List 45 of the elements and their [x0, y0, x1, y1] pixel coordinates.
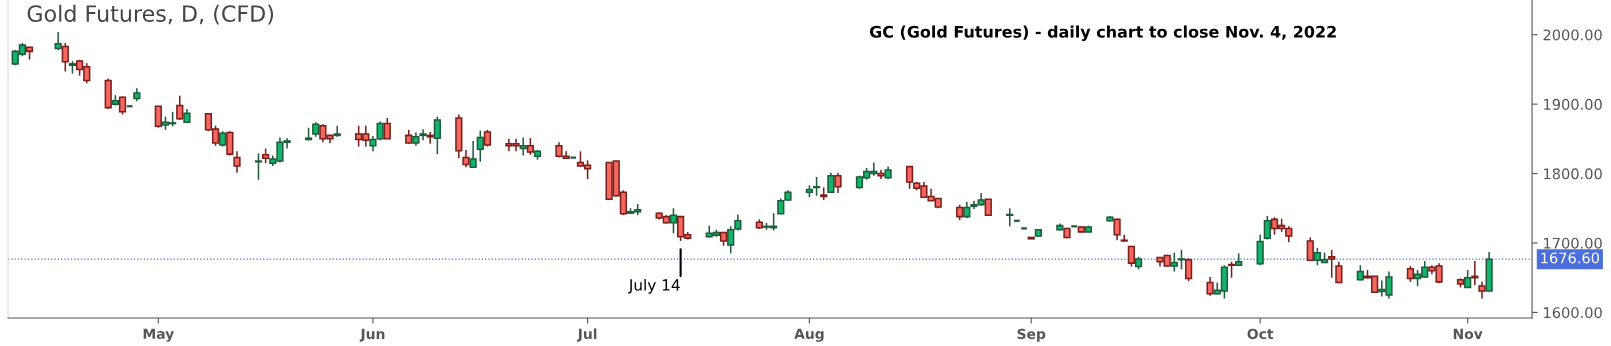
y-tick-label: 1600.00	[1544, 307, 1602, 319]
candlestick	[226, 130, 234, 157]
candlestick	[569, 156, 578, 159]
candlestick	[1184, 257, 1193, 282]
candlestick	[1256, 233, 1264, 266]
text: GC (Gold Futures) - daily chart to close Nov. 4, 2022	[869, 25, 1336, 42]
candlestick	[118, 95, 127, 116]
candlestick	[433, 115, 441, 155]
candlestick	[383, 117, 391, 140]
candlestick	[333, 124, 341, 138]
candlestick	[1306, 236, 1314, 262]
x-tick-label: Jun	[359, 328, 385, 342]
x-tick-label: May	[143, 328, 174, 342]
candlestick	[1206, 276, 1214, 297]
annotation: July 14	[628, 278, 680, 294]
candlestick	[1263, 215, 1271, 241]
x-tick-label: Oct	[1247, 328, 1274, 340]
y-tick-label: 2000.00	[1543, 29, 1602, 41]
candlestick	[469, 140, 477, 169]
candlestick	[669, 207, 678, 235]
candlestick	[1006, 207, 1014, 228]
candlestick	[812, 176, 821, 197]
x-tick-label: Aug	[794, 328, 824, 342]
y-tick-label: 1800.00	[1544, 168, 1602, 180]
candlestick	[1177, 249, 1186, 271]
candlestick	[176, 95, 184, 121]
y-tick-label: 1900.00	[1544, 98, 1602, 110]
x-tick-label: Jul	[576, 328, 597, 342]
chart-title: Gold Futures, D, (CFD)	[27, 4, 274, 25]
y-tick-label: 1700.00	[1544, 237, 1602, 249]
candlestick	[476, 129, 484, 163]
x-tick-label: Sep	[1017, 328, 1046, 342]
candlestick	[1170, 251, 1178, 273]
candlestick	[1328, 249, 1336, 279]
candlestick	[233, 150, 241, 174]
candlestick	[54, 31, 62, 51]
candlestick	[426, 131, 434, 145]
candlestick	[254, 152, 263, 181]
candlestick	[905, 165, 914, 190]
candlestick	[519, 136, 527, 157]
candlestick	[154, 105, 162, 129]
candlestick	[61, 42, 69, 73]
ref-line-label: 1676.60	[1541, 252, 1600, 264]
x-tick-label: Nov	[1453, 328, 1483, 340]
candlestick	[834, 172, 842, 194]
